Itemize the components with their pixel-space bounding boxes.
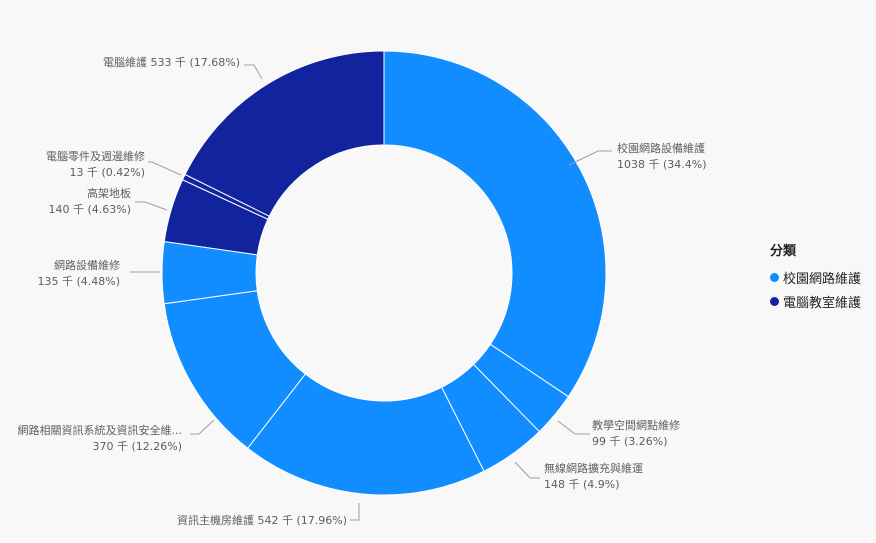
slice-value: 148 千 (4.9%)	[544, 478, 620, 491]
slice-name: 網路設備維修	[54, 259, 120, 272]
slice-value: 13 千 (0.42%)	[69, 166, 145, 179]
data-label-s7: 電腦零件及週邊維修 13 千 (0.42%)	[46, 149, 145, 181]
legend-item-computer-lab[interactable]: 電腦教室維護	[770, 289, 861, 313]
legend-label: 電腦教室維護	[783, 295, 862, 311]
donut-slice-8[interactable]	[184, 50, 385, 217]
legend-label: 校園網路維護	[783, 271, 862, 287]
slice-name: 無線網路擴充與維運	[544, 462, 643, 475]
data-label-s8: 電腦維護 533 千 (17.68%)	[103, 55, 240, 71]
data-label-s2: 無線網路擴充與維運 148 千 (4.9%)	[544, 461, 643, 493]
leader-line-s1	[557, 420, 590, 435]
slice-value: 99 千 (3.26%)	[592, 435, 668, 448]
slice-name: 高架地板	[87, 187, 131, 200]
slice-value: 140 千 (4.63%)	[48, 203, 131, 216]
donut-slices	[161, 50, 607, 496]
slice-label: 電腦維護 533 千 (17.68%)	[102, 56, 240, 69]
data-label-s1: 教學空間網點維修 99 千 (3.26%)	[592, 418, 680, 450]
slice-label: 資訊主機房維護 542 千 (17.96%)	[176, 514, 347, 527]
legend-title: 分類	[770, 244, 797, 259]
donut-slice-3[interactable]	[246, 373, 485, 496]
slice-name: 電腦零件及週邊維修	[46, 150, 145, 163]
legend-item-campus-network[interactable]: 校園網路維護	[770, 265, 861, 289]
leader-line-s2	[514, 461, 540, 479]
legend: 分類 校園網路維護 電腦教室維護	[770, 240, 861, 313]
slice-value: 370 千 (12.26%)	[92, 440, 182, 453]
slice-name: 網路相關資訊系統及資訊安全維...	[17, 424, 183, 437]
data-label-s4: 網路相關資訊系統及資訊安全維... 370 千 (12.26%)	[18, 423, 183, 455]
data-label-s6: 高架地板 140 千 (4.63%)	[48, 186, 131, 218]
leader-line-s6	[135, 201, 168, 211]
leader-line-s0	[568, 150, 612, 166]
legend-dot-icon	[770, 272, 779, 282]
legend-dot-icon	[770, 296, 779, 306]
data-label-s3: 資訊主機房維護 542 千 (17.96%)	[177, 513, 347, 529]
slice-name: 教學空間網點維修	[592, 419, 680, 432]
data-label-s5: 網路設備維修 135 千 (4.48%)	[37, 258, 120, 290]
donut-slice-0[interactable]	[383, 50, 607, 398]
leader-line-s7	[148, 161, 182, 176]
leader-line-s3	[350, 503, 360, 521]
leader-line-s4	[190, 419, 215, 435]
leader-lines	[130, 64, 612, 521]
leader-line-s8	[244, 64, 263, 80]
slice-value: 1038 千 (34.4%)	[617, 158, 707, 171]
data-label-s0: 校園網路設備維護 1038 千 (34.4%)	[617, 141, 707, 173]
slice-name: 校園網路設備維護	[617, 142, 705, 155]
slice-value: 135 千 (4.48%)	[37, 275, 120, 288]
